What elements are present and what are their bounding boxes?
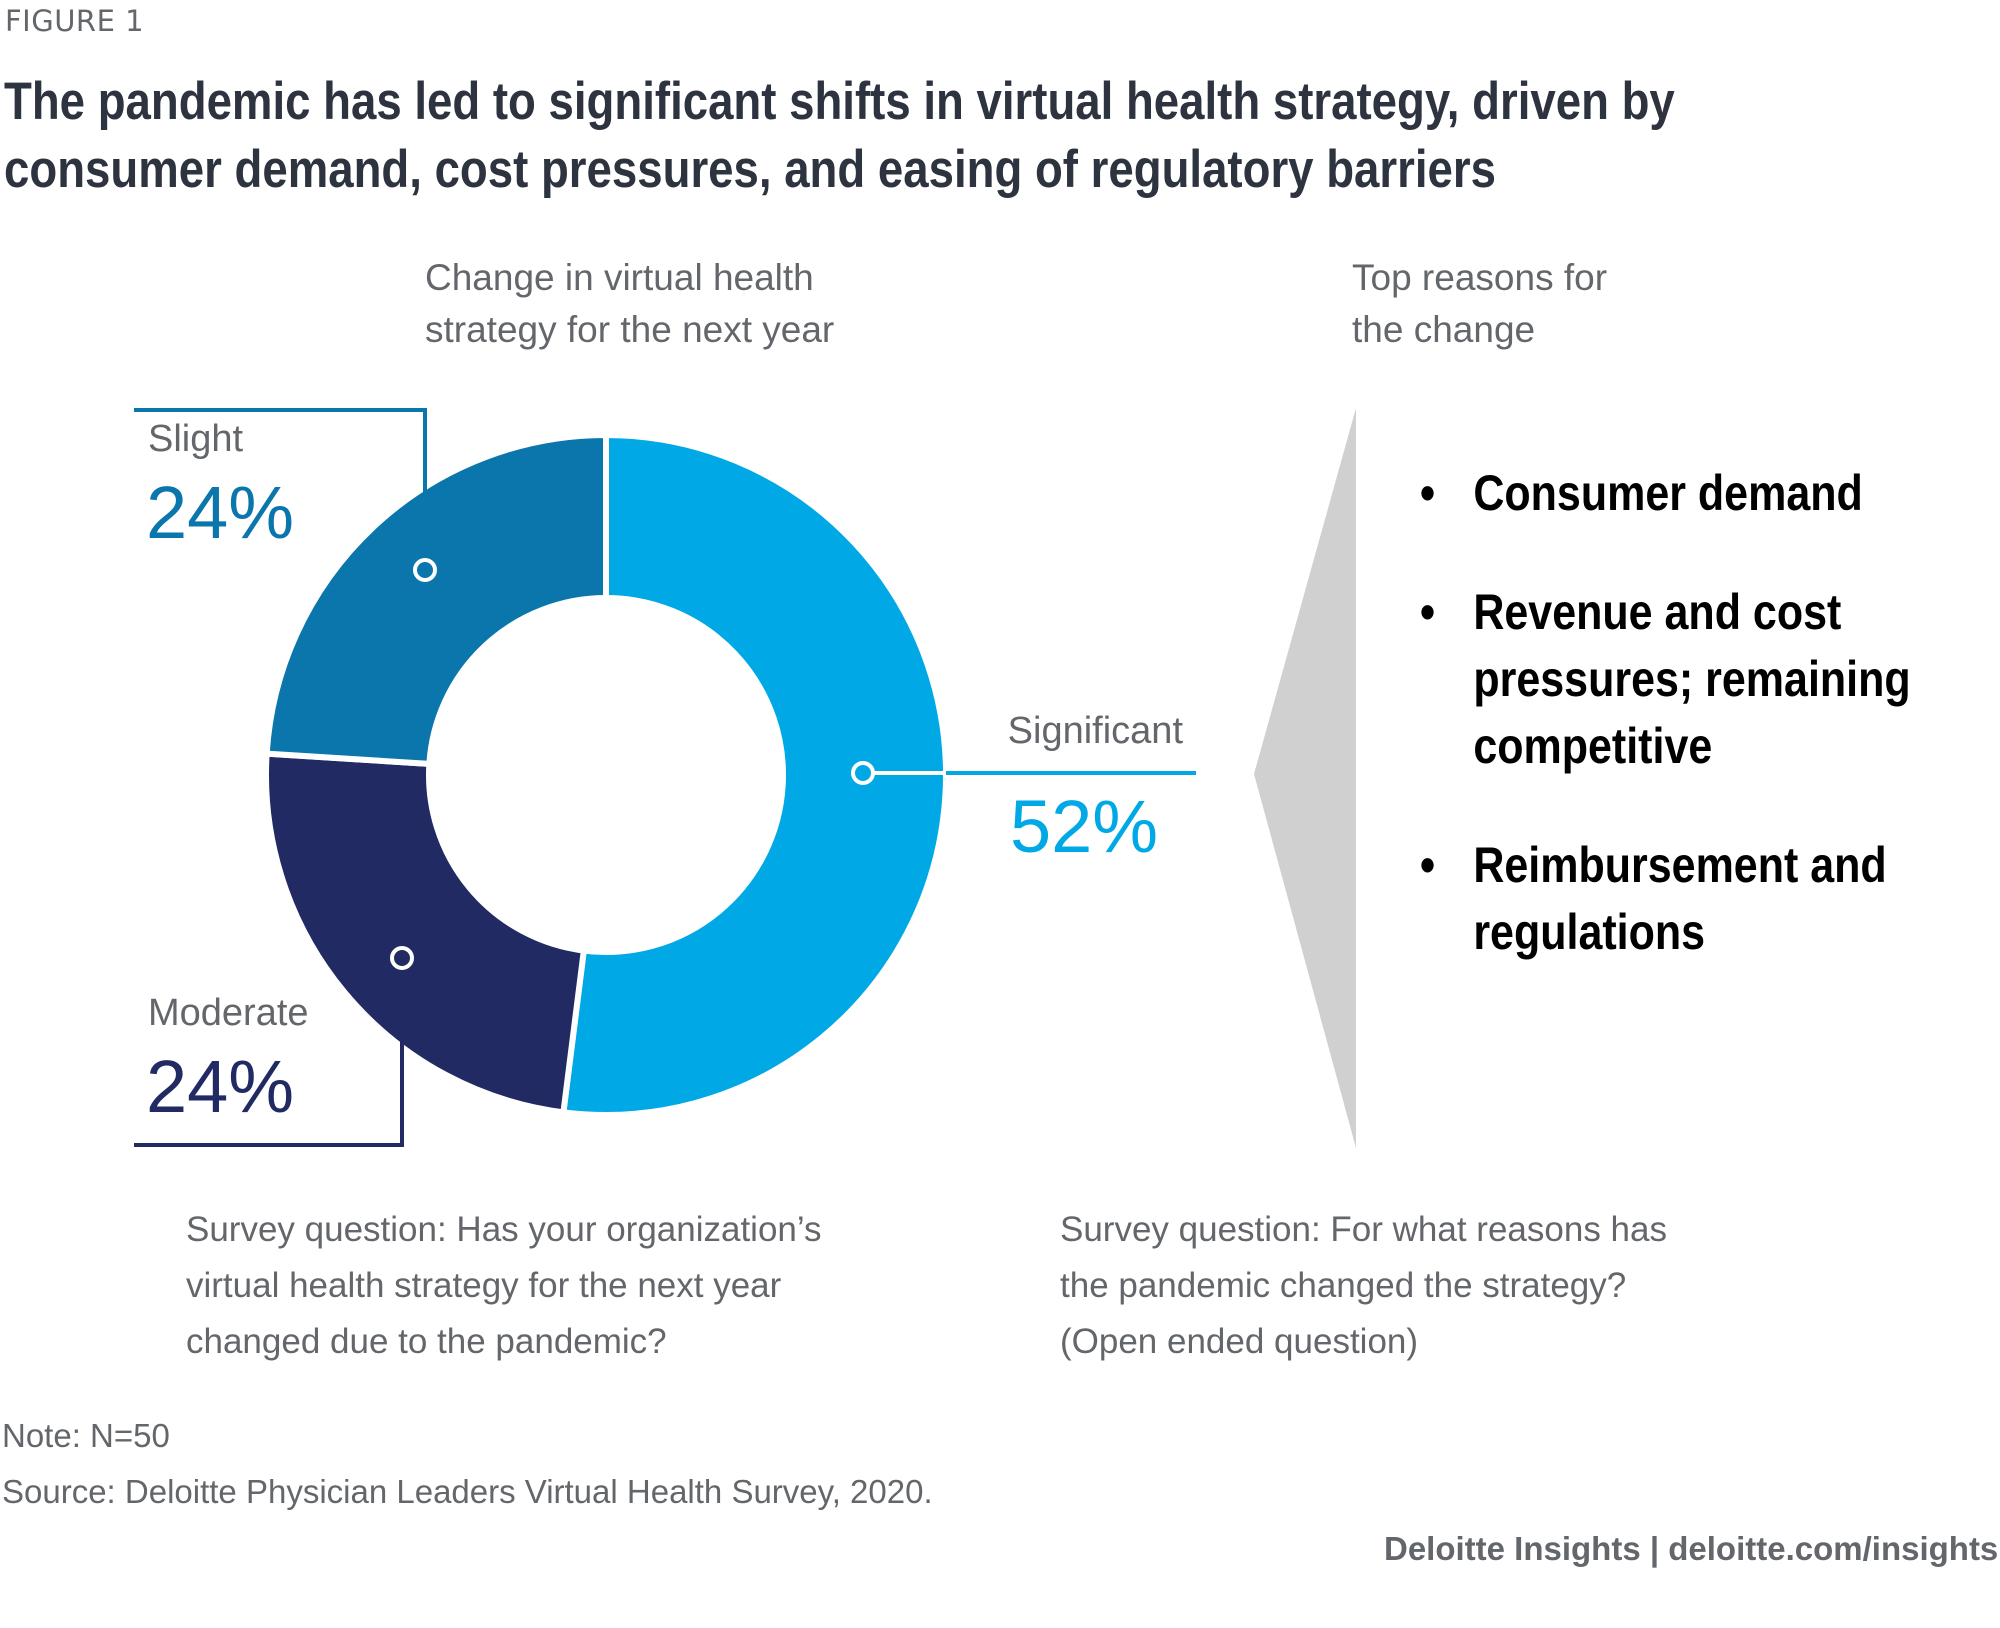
significant-label: Significant: [1007, 710, 1183, 752]
reasons-list: • Consumer demand • Revenue and cost pre…: [1420, 460, 1955, 1018]
reason-item: • Revenue and cost pressures; remaining …: [1420, 579, 1955, 780]
slight-label: Slight: [148, 418, 244, 460]
donut-segment-slight: [263, 431, 609, 768]
donut-segment-significant: [560, 431, 949, 1118]
title-line-2: consumer demand, cost pressures, and eas…: [4, 140, 1496, 199]
bullet-icon: •: [1420, 584, 1436, 640]
right-panel-heading: Top reasons for the change: [1352, 252, 1607, 356]
left-heading-line-1: Change in virtual health: [425, 257, 814, 298]
reasons-pointer-wedge: [1254, 408, 1356, 1148]
moderate-leader-line: [134, 968, 404, 1147]
left-panel-heading: Change in virtual health strategy for th…: [425, 252, 834, 356]
moderate-percent: 24%: [146, 1045, 295, 1128]
right-heading-line-2: the change: [1352, 309, 1536, 350]
left-survey-question: Survey question: Has your organization’s…: [186, 1210, 822, 1361]
bullet-icon: •: [1420, 837, 1436, 893]
donut-segment-moderate: [263, 750, 588, 1116]
figure-title: The pandemic has led to significant shif…: [4, 68, 1675, 204]
right-survey-question: Survey question: For what reasons has th…: [1060, 1210, 1667, 1361]
left-heading-line-2: strategy for the next year: [425, 309, 835, 350]
bullet-icon: •: [1420, 465, 1436, 521]
footer-credit: Deloitte Insights | deloitte.com/insight…: [1384, 1530, 1999, 1567]
significant-leader-dot: [851, 761, 875, 785]
source-text: Source: Deloitte Physician Leaders Virtu…: [2, 1473, 933, 1510]
slight-leader-line: [134, 408, 427, 560]
figure-label: FIGURE 1: [5, 4, 145, 38]
title-line-1: The pandemic has led to significant shif…: [4, 72, 1675, 131]
right-heading-line-1: Top reasons for: [1352, 257, 1608, 298]
moderate-label: Moderate: [148, 992, 309, 1034]
reason-item: • Consumer demand: [1420, 460, 1955, 527]
donut-segments: [263, 431, 949, 1118]
slight-percent: 24%: [146, 471, 295, 554]
moderate-leader-dot: [390, 946, 414, 970]
note-text: Note: N=50: [2, 1417, 170, 1454]
reason-item: • Reimbursement and regulations: [1420, 832, 1955, 966]
slight-leader-dot: [413, 558, 437, 582]
significant-percent: 52%: [1010, 785, 1159, 868]
